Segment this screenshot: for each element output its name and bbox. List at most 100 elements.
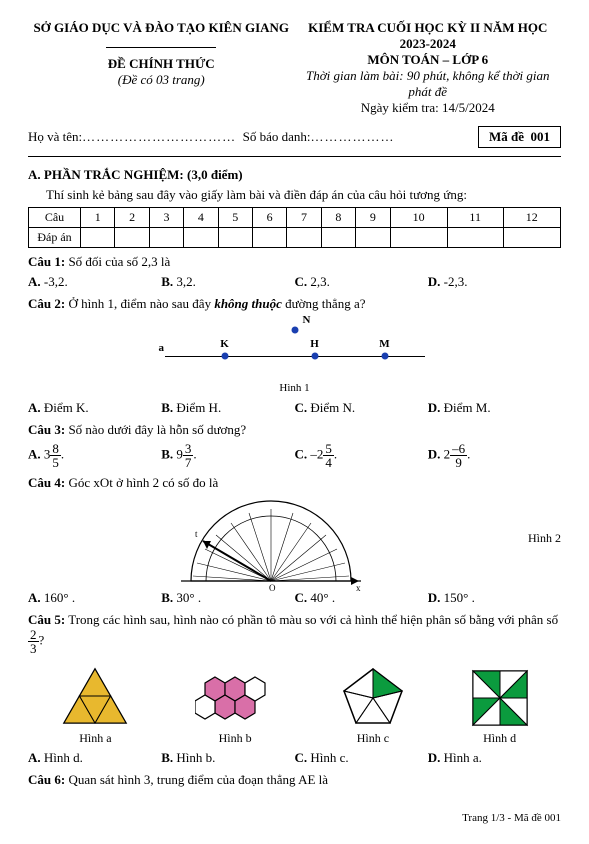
table-row: Câu 1 2 3 4 5 6 7 8 9 10 11 12 [29,208,561,228]
section-a-title: A. PHẦN TRẮC NGHIỆM: (3,0 điểm) [28,167,561,183]
opt-text: Hình a. [444,750,482,765]
q5-options: A. Hình d. B. Hình b. C. Hình c. D. Hình… [28,750,561,766]
opt-text: Hình b. [176,750,215,765]
underline-decor [28,36,295,52]
shape-a: Hình a [60,665,130,746]
pages-note: (Đề có 03 trang) [28,72,295,88]
col-head: 4 [184,208,218,228]
question-2: Câu 2: Ở hình 1, điểm nào sau đây không … [28,296,561,312]
answer-cell [115,228,149,248]
opt-c: C. 2,3. [295,274,428,290]
point-n-dot [291,327,298,334]
divider [28,156,561,157]
question-5: Câu 5: Trong các hình sau, hình nào có p… [28,612,561,655]
opt-c: C. Hình c. [295,750,428,766]
opt-a: A. -3,2. [28,274,161,290]
triangle-icon [60,665,130,727]
row-label: Đáp án [29,228,81,248]
table-row: Đáp án [29,228,561,248]
opt-b: B. Hình b. [161,750,294,766]
fraction: 54 [323,442,334,469]
department-name: SỞ GIÁO DỤC VÀ ĐÀO TẠO KIÊN GIANG [28,20,295,36]
frac-den: 5 [50,456,61,469]
exam-title-2: MÔN TOÁN – LỚP 6 [295,52,562,68]
opt-d: D. Điểm M. [428,400,561,416]
opt-a: A. 160° . [28,590,161,606]
fraction: 37 [183,442,194,469]
q4-options: A. 160° . B. 30° . C. 40° . D. 150° . [28,590,561,606]
answer-cell [447,228,503,248]
fig1-caption: Hình 1 [28,382,561,394]
col-head: 8 [321,208,355,228]
opt-text: 30° . [176,590,201,605]
answer-cell [218,228,252,248]
answer-cell [81,228,115,248]
opt-c: C. 40° . [295,590,428,606]
info-row: Họ và tên: …………………………… Số báo danh: …………… [28,126,561,148]
page-header: SỞ GIÁO DỤC VÀ ĐÀO TẠO KIÊN GIANG ĐỀ CHÍ… [28,20,561,116]
point-h-dot [311,353,318,360]
opt-text: Điểm H. [176,400,221,415]
q-stem-post: đường thẳng a? [282,296,366,311]
name-label: Họ và tên: [28,129,82,145]
q-label: Câu 6: [28,772,65,787]
opt-text: Hình c. [310,750,348,765]
protractor-svg: x O t [181,491,361,591]
opt-a: A. Hình d. [28,750,161,766]
frac-num: 2 [28,628,39,642]
q-stem-pre: Ở hình 1, điểm nào sau đây [68,296,214,311]
official-label: ĐỀ CHÍNH THỨC [28,56,295,72]
point-n-label: N [303,314,311,326]
opt-d: D. Hình a. [428,750,561,766]
code-label: Mã đề [489,129,524,144]
header-left: SỞ GIÁO DỤC VÀ ĐÀO TẠO KIÊN GIANG ĐỀ CHÍ… [28,20,295,116]
col-head: 11 [447,208,503,228]
opt-text: Hình d. [44,750,83,765]
axis-o-label: O [269,583,276,591]
opt-a: A. 385. [28,442,161,469]
q-stem: Góc xOt ở hình 2 có số đo là [68,475,218,490]
opt-b: B. 937. [161,442,294,469]
question-6: Câu 6: Quan sát hình 3, trung điểm của đ… [28,772,561,788]
opt-text: Điểm K. [44,400,89,415]
opt-c: C. –254. [295,442,428,469]
code-value: 001 [531,129,551,144]
row-label: Câu [29,208,81,228]
answer-cell [287,228,321,248]
q1-options: A. -3,2. B. 3,2. C. 2,3. D. -2,3. [28,274,561,290]
shape-b: Hình b [195,671,275,746]
col-head: 5 [218,208,252,228]
header-right: KIỂM TRA CUỐI HỌC KỲ II NĂM HỌC 2023-202… [295,20,562,116]
answer-table: Câu 1 2 3 4 5 6 7 8 9 10 11 12 Đáp án [28,207,561,248]
opt-text: 150° . [444,590,475,605]
q-label: Câu 1: [28,254,65,269]
frac-num: –6 [450,442,467,456]
opt-text: 160° . [44,590,75,605]
opt-d: D. -2,3. [428,274,561,290]
point-k-label: K [220,338,229,350]
axis-x-label: x [356,583,361,591]
point-m-label: M [379,338,389,350]
opt-text: 3,2. [176,274,196,289]
figure-1: a K H M N Hình 1 [28,322,561,394]
q-label: Câu 5: [28,612,65,627]
exam-code-box: Mã đề 001 [478,126,561,148]
col-head: 10 [390,208,447,228]
q-stem: Số đối của số 2,3 là [68,254,170,269]
answer-cell [184,228,218,248]
frac-num: 8 [50,442,61,456]
cap-d: Hình d [471,731,529,746]
fraction: 85 [50,442,61,469]
pentagon-icon [340,665,406,727]
opt-b: B. 3,2. [161,274,294,290]
answer-cell [252,228,286,248]
answer-cell [321,228,355,248]
shape-c: Hình c [340,665,406,746]
frac-den: 3 [28,642,39,655]
protractor-figure: x O t [181,491,361,586]
exam-date: Ngày kiểm tra: 14/5/2024 [295,100,562,116]
fraction: 23 [28,628,39,655]
fig2-caption: Hình 2 [528,531,561,546]
opt-text: -3,2. [44,274,68,289]
q2-options: A. Điểm K. B. Điểm H. C. Điểm N. D. Điểm… [28,400,561,416]
